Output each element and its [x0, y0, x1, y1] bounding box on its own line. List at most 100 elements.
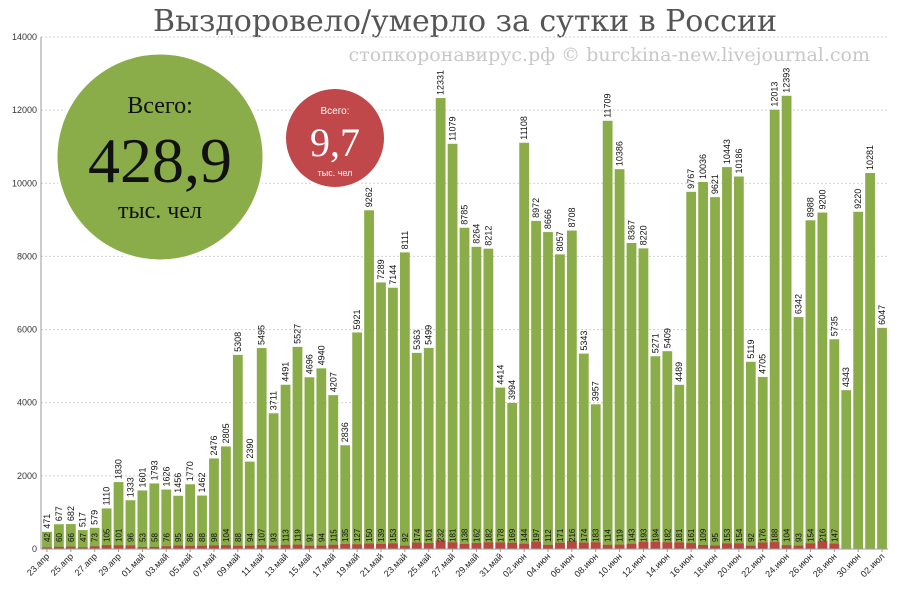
deaths-value-label: 109 — [699, 528, 708, 542]
recovered-value-label: 5343 — [579, 331, 589, 351]
x-tick-label: 12.июн — [620, 551, 648, 579]
recovered-value-label: 1462 — [197, 473, 207, 493]
bar-recovered — [364, 210, 374, 549]
x-tick-label: 15.май — [286, 551, 313, 578]
deaths-value-label: 95 — [711, 533, 720, 542]
bar-recovered — [411, 352, 422, 549]
bar-recovered — [590, 404, 601, 549]
deaths-value-label: 112 — [544, 529, 553, 542]
deaths-value-label: 105 — [103, 528, 112, 542]
recovered-value-label: 4491 — [281, 362, 291, 382]
bar-recovered — [280, 384, 291, 549]
recovered-value-label: 4940 — [316, 345, 326, 365]
deaths-value-label: 119 — [293, 529, 302, 542]
deaths-value-label: 115 — [329, 529, 338, 542]
deaths-value-label: 60 — [55, 533, 64, 542]
y-tick-label: 6000 — [17, 325, 37, 335]
recovered-value-label: 10386 — [615, 141, 625, 166]
bar-deaths — [256, 545, 267, 549]
deaths-value-label: 161 — [425, 528, 434, 542]
chart-title: Выздоровело/умерло за сутки в России — [153, 4, 777, 39]
bar-recovered — [399, 252, 410, 549]
x-tick-label: 10.июн — [596, 551, 624, 579]
bar-recovered — [89, 527, 100, 549]
bar-recovered — [137, 490, 148, 549]
bar-deaths — [244, 545, 255, 549]
bar-recovered — [877, 327, 887, 549]
bar-deaths — [578, 542, 589, 549]
recovered-value-label: 8708 — [567, 208, 577, 228]
bar-recovered — [865, 173, 875, 549]
bar-deaths — [674, 542, 685, 549]
deaths-value-label: 197 — [532, 528, 541, 542]
bar-recovered — [483, 248, 494, 550]
recovered-value-label: 677 — [54, 506, 64, 521]
bar-deaths — [829, 543, 840, 549]
y-tick-label: 10000 — [12, 178, 37, 188]
bar-recovered — [149, 483, 160, 549]
bar-deaths — [149, 546, 160, 549]
deaths-value-label: 114 — [604, 529, 613, 542]
deaths-value-label: 96 — [126, 533, 135, 542]
recovered-value-label: 8785 — [460, 205, 470, 225]
bar-recovered — [733, 176, 744, 549]
deaths-badge-value: 9,7 — [310, 120, 360, 165]
bar-recovered — [817, 212, 828, 550]
bar-deaths — [388, 543, 398, 549]
x-tick-label: 20.июн — [716, 551, 744, 579]
recovered-value-label: 9220 — [853, 189, 863, 209]
bar-deaths — [614, 544, 625, 549]
deaths-value-label: 94 — [246, 533, 255, 542]
bar-recovered — [507, 402, 518, 549]
deaths-value-label: 135 — [341, 528, 350, 542]
recovered-value-label: 7289 — [376, 259, 386, 279]
bar-deaths — [519, 543, 530, 549]
deaths-value-label: 94 — [317, 533, 326, 542]
bar-deaths — [292, 544, 303, 549]
bar-deaths — [65, 546, 76, 549]
bar-deaths — [197, 545, 207, 549]
bar-deaths — [352, 544, 363, 549]
x-tick-label: 01.май — [119, 551, 146, 578]
deaths-badge-unit: тыс. чел — [318, 168, 353, 178]
bar-recovered — [232, 354, 243, 549]
deaths-value-label: 193 — [639, 528, 648, 542]
bar-recovered — [197, 495, 207, 549]
bar-deaths — [531, 541, 541, 549]
x-tick-label: 29.апр — [97, 551, 123, 577]
deaths-value-label: 150 — [365, 528, 374, 542]
recovered-value-label: 682 — [66, 506, 76, 521]
recovered-value-label: 8212 — [483, 226, 493, 246]
bar-deaths — [304, 545, 315, 549]
x-tick-label: 23.май — [382, 551, 409, 578]
bar-recovered — [495, 387, 506, 549]
recovered-value-label: 4207 — [328, 372, 338, 392]
bar-recovered — [698, 181, 708, 549]
recovered-value-label: 4414 — [495, 365, 505, 385]
bar-recovered — [519, 142, 530, 549]
x-tick-label: 09.май — [215, 551, 242, 578]
bar-deaths — [89, 546, 100, 549]
bar-deaths — [232, 545, 243, 549]
recovered-badge-unit: тыс. чел — [118, 198, 202, 224]
bar-recovered — [54, 524, 64, 549]
bar-deaths — [209, 545, 219, 549]
deaths-value-label: 92 — [401, 533, 410, 542]
x-tick-label: 27.май — [430, 551, 457, 578]
x-tick-label: 08.июн — [572, 551, 600, 579]
x-tick-label: 17.май — [310, 551, 337, 578]
recovered-badge-label: Всего: — [127, 93, 193, 119]
bar-recovered — [209, 458, 219, 549]
x-tick-label: 26.июн — [787, 551, 815, 579]
bar-deaths — [817, 541, 828, 549]
bar-recovered — [173, 495, 184, 549]
bar-recovered — [435, 98, 446, 549]
recovered-value-label: 1770 — [185, 461, 195, 481]
x-tick-label: 14.июн — [644, 551, 672, 579]
bar-deaths — [364, 543, 374, 549]
deaths-value-label: 143 — [628, 528, 637, 542]
bar-deaths — [781, 545, 792, 549]
bar-deaths — [411, 542, 422, 549]
